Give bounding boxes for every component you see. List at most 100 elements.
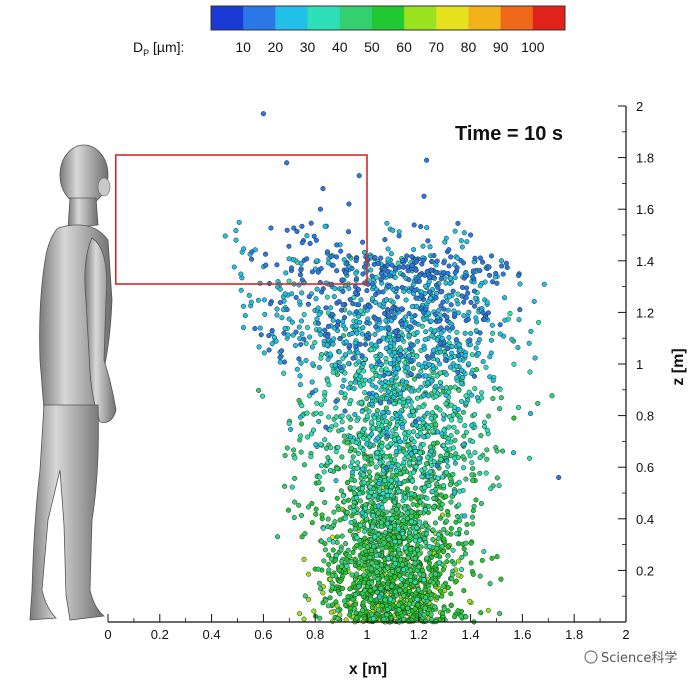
particle-point [471,503,477,509]
particle-point [341,598,348,604]
particle-point [302,593,308,599]
particle-point [334,466,340,472]
particle-point [399,321,405,327]
particle-point [352,379,358,385]
particle-point [393,431,399,438]
particle-point [379,495,385,501]
particle-point [400,517,406,524]
colorbar-tick-label: 20 [268,39,284,55]
particle-point [304,324,311,331]
particle-point [347,342,353,349]
particle-point [242,313,248,319]
particle-point [394,285,400,291]
particle-point [456,342,462,348]
particle-point [432,571,439,577]
particle-point [367,588,373,594]
particle-point [364,441,370,447]
particle-point [388,478,394,484]
particle-point [372,255,378,261]
particle-point [376,426,382,432]
particle-point [484,299,490,305]
particle-point [344,480,350,486]
particle-point [411,376,418,382]
particle-point [375,510,381,516]
particle-point [391,401,397,407]
particle-point [336,299,342,305]
particle-point [392,274,398,280]
particle-point [323,305,329,311]
particle-point [422,337,428,343]
particle-point [444,385,450,391]
particle-point [368,341,374,347]
particle-point [456,387,462,393]
particle-point [374,474,380,480]
particle-point [333,552,339,558]
particle-point [362,528,368,534]
particle-point [469,392,475,398]
particle-point [433,290,439,296]
particle-point [366,408,372,414]
particle-point [331,336,337,342]
particle-point [376,338,382,344]
particle-point [411,469,417,475]
y-tick-label: 1.8 [636,151,654,166]
particle-point [392,457,398,463]
particle-point [368,267,374,273]
particle-point [430,536,436,543]
particle-point [355,286,362,293]
x-tick-label: 0.6 [254,627,272,642]
particle-point [417,510,423,516]
particle-point [431,459,437,465]
particle-point [389,516,395,522]
particle-point [255,297,261,303]
particle-point [384,425,390,432]
particle-point [392,499,398,505]
particle-point [408,513,414,519]
particle-point [455,369,461,375]
particle-point [448,254,454,260]
particle-point [425,393,431,399]
particle-point [446,334,452,341]
particle-point [408,405,415,411]
particle-point [409,304,415,310]
particle-point [341,433,347,439]
particle-point [333,599,339,605]
particle-point [391,437,398,443]
x-tick-label: 1.2 [410,627,428,642]
y-tick-label: 0.8 [636,409,654,424]
particle-point [472,450,478,456]
particle-point [395,337,401,343]
x-tick-label: 0 [104,627,111,642]
particle-point [424,410,430,416]
particle-point [357,444,363,450]
particle-point [342,352,348,358]
particle-point [479,390,485,396]
particle-point [334,534,340,540]
particle-point [426,503,432,509]
particle-point [282,291,288,297]
particle-point [303,357,309,364]
particle-point [339,563,345,569]
particle-point [391,357,397,363]
wechat-icon [584,650,598,664]
particle-point [305,504,311,510]
particle-point [263,262,269,268]
particle-point [286,243,292,249]
particle-point [449,572,455,578]
particle-point [297,336,303,342]
particle-point [477,470,483,476]
particle-point [464,521,470,528]
particle-point [222,233,228,239]
particle-point [356,173,362,179]
particle-point [450,547,456,553]
particle-point [439,501,445,507]
particle-point [502,317,508,323]
particle-point [301,312,307,318]
particle-point [408,567,414,573]
particle-point [400,258,406,264]
particle-point [260,393,266,399]
particle-point [367,484,373,490]
particle-point [384,220,390,226]
particle-point [408,358,414,364]
particle-point [441,306,447,312]
